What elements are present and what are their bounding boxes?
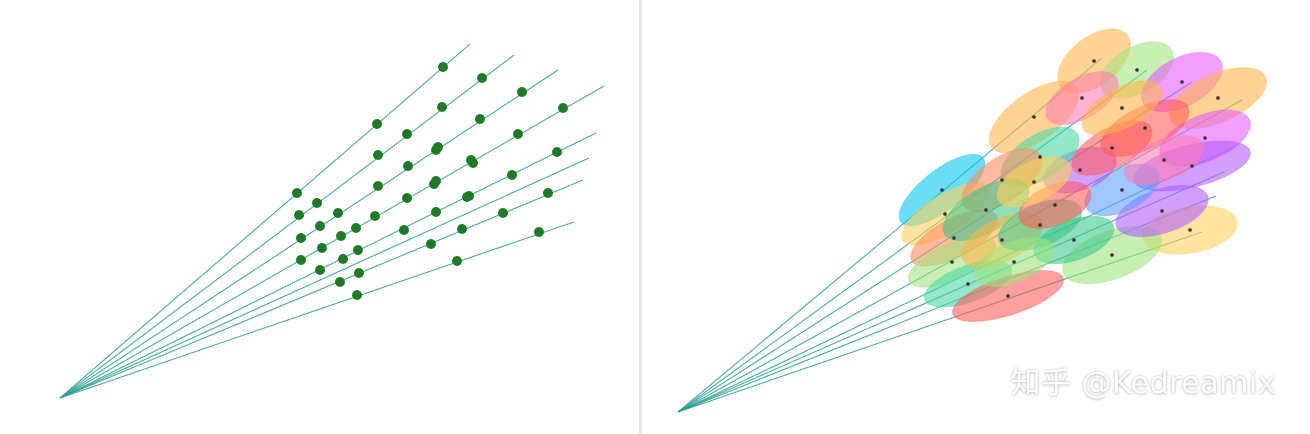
gaussian-ellipsoids-diagram (677, 28, 1267, 413)
sparse-point (462, 192, 472, 202)
sparse-point (475, 114, 485, 124)
ellipsoid-center (950, 260, 954, 264)
sparse-point (437, 102, 447, 112)
ellipsoid-center (1162, 158, 1166, 162)
ellipsoid-center (1038, 155, 1042, 159)
right-panel-gaussian-ellipsoids: 知乎 @Kedreamix (642, 0, 1310, 434)
sparse-points-diagram (59, 43, 605, 399)
ellipsoid-center (1216, 96, 1220, 100)
ellipsoid-center (943, 212, 947, 216)
sparse-point (507, 170, 517, 180)
ellipsoid-center (1006, 294, 1010, 298)
sparse-point (333, 208, 343, 218)
ellipsoid-center (1110, 253, 1114, 257)
sparse-point (457, 224, 467, 234)
sparse-point (513, 129, 523, 139)
sparse-point (372, 119, 382, 129)
watermark: 知乎 @Kedreamix (1010, 366, 1276, 401)
ellipsoid-center (1180, 80, 1184, 84)
sparse-point (402, 129, 412, 139)
sparse-point (426, 239, 436, 249)
sparse-point (312, 198, 322, 208)
sparse-point (296, 233, 306, 243)
sparse-point (534, 227, 544, 237)
ellipsoid-center (1000, 178, 1004, 182)
ellipsoid-center (966, 282, 970, 286)
sparse-point (552, 147, 562, 157)
sparse-point (373, 150, 383, 160)
sparse-point (452, 256, 462, 266)
camera-ray (59, 43, 471, 399)
sparse-point (517, 87, 527, 97)
sparse-point (296, 255, 306, 265)
sparse-point (438, 62, 448, 72)
camera-ray (59, 221, 575, 399)
sparse-point (354, 268, 364, 278)
ellipsoid-center (1110, 146, 1114, 150)
sparse-point (399, 225, 409, 235)
panel-divider (639, 0, 642, 434)
sparse-point (431, 145, 441, 155)
sparse-point (468, 158, 478, 168)
camera-ray (59, 157, 590, 399)
sparse-point (294, 210, 304, 220)
ellipsoid-center (1135, 68, 1139, 72)
ellipsoid-center (1078, 168, 1082, 172)
ellipsoid-center (1160, 209, 1164, 213)
ellipsoid-center (1143, 126, 1147, 130)
sparse-point (543, 188, 553, 198)
camera-ray (59, 69, 559, 399)
ellipsoid-center (940, 188, 944, 192)
camera-ray (59, 132, 597, 399)
camera-ray (59, 179, 584, 399)
ellipsoid-center (1203, 136, 1207, 140)
ellipsoid-center (1032, 180, 1036, 184)
ellipsoid-center (1080, 96, 1084, 100)
sparse-point (335, 277, 345, 287)
ellipsoid-center (1053, 203, 1057, 207)
sparse-point (315, 265, 325, 275)
sparse-point (352, 290, 362, 300)
ellipsoid-center (1120, 106, 1124, 110)
sparse-point (353, 245, 363, 255)
ellipsoid-center (1120, 188, 1124, 192)
left-panel-sparse-points (0, 0, 639, 434)
sparse-point (338, 254, 348, 264)
ellipsoid-center (1072, 238, 1076, 242)
sparse-point (429, 179, 439, 189)
sparse-point (373, 181, 383, 191)
sparse-point (292, 188, 302, 198)
ellipsoid-center (1190, 164, 1194, 168)
sparse-point (315, 221, 325, 231)
ellipsoid-center (1188, 228, 1192, 232)
ellipsoid-center (952, 236, 956, 240)
sparse-point (431, 207, 441, 217)
sparse-point (351, 223, 361, 233)
ellipsoid-center (984, 208, 988, 212)
ellipsoid-center (1000, 238, 1004, 242)
sparse-point (370, 211, 380, 221)
camera-ray (59, 54, 515, 399)
ellipsoid-center (1032, 115, 1036, 119)
sparse-point (403, 161, 413, 171)
ellipsoid-center (1012, 260, 1016, 264)
sparse-point (477, 73, 487, 83)
sparse-point (558, 103, 568, 113)
sparse-point (336, 231, 346, 241)
sparse-point (402, 193, 412, 203)
camera-ray (59, 85, 605, 399)
ellipsoid-center (1092, 59, 1096, 63)
sparse-point (498, 208, 508, 218)
ellipsoid-center (1038, 223, 1042, 227)
sparse-point (317, 243, 327, 253)
